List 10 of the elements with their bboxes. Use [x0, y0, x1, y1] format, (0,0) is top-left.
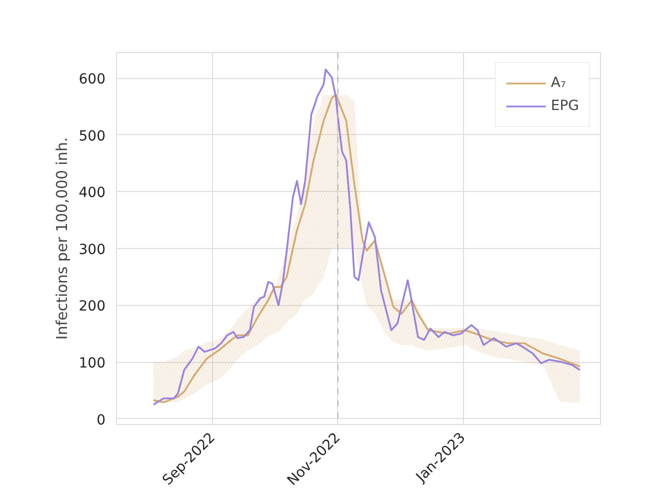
y-tick-label: 400 [78, 185, 106, 202]
y-tick-label: 500 [78, 128, 106, 144]
y-tick-label: 0 [96, 412, 106, 428]
legend-label: A₇ [550, 75, 568, 91]
y-tick-label: 300 [78, 242, 106, 258]
y-tick-label: 100 [78, 356, 106, 372]
y-axis-title: Infections per 100,000 inh. [52, 137, 71, 340]
legend-label: EPG [550, 98, 579, 114]
y-tick-label: 600 [78, 72, 106, 88]
y-tick-label: 200 [78, 298, 106, 315]
